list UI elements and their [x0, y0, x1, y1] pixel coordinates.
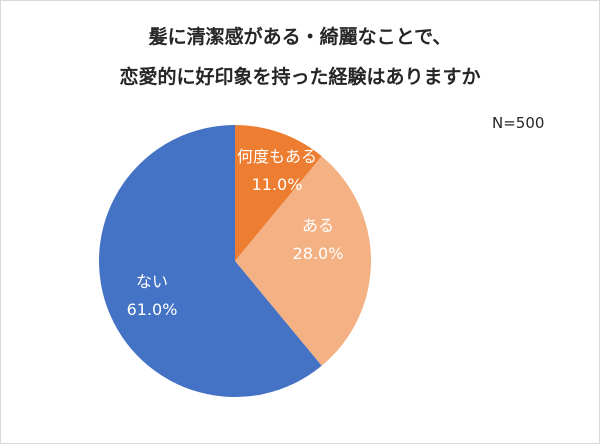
category-label: 何度もある [236, 147, 318, 166]
value-label: 28.0% [292, 244, 344, 263]
category-label: ある [301, 216, 335, 235]
sample-size-annotation: N=500 [492, 114, 545, 132]
pie-slice-0 [235, 125, 322, 261]
category-label: ない [135, 272, 169, 291]
chart-title-line-2: 恋愛的に好印象を持った経験はありますか [119, 66, 481, 88]
value-label: 11.0% [251, 175, 303, 194]
slice-label-no: ない 61.0% [127, 268, 178, 319]
pie-slice-1 [235, 156, 371, 366]
chart-title-line-1: 髪に清潔感がある・綺麗なことで、 [148, 26, 452, 48]
slice-label-many-times: 何度もある 11.0% [237, 143, 317, 194]
value-label: 61.0% [126, 300, 178, 319]
slice-label-yes: ある 28.0% [293, 212, 344, 263]
pie-slice-2 [99, 125, 322, 398]
